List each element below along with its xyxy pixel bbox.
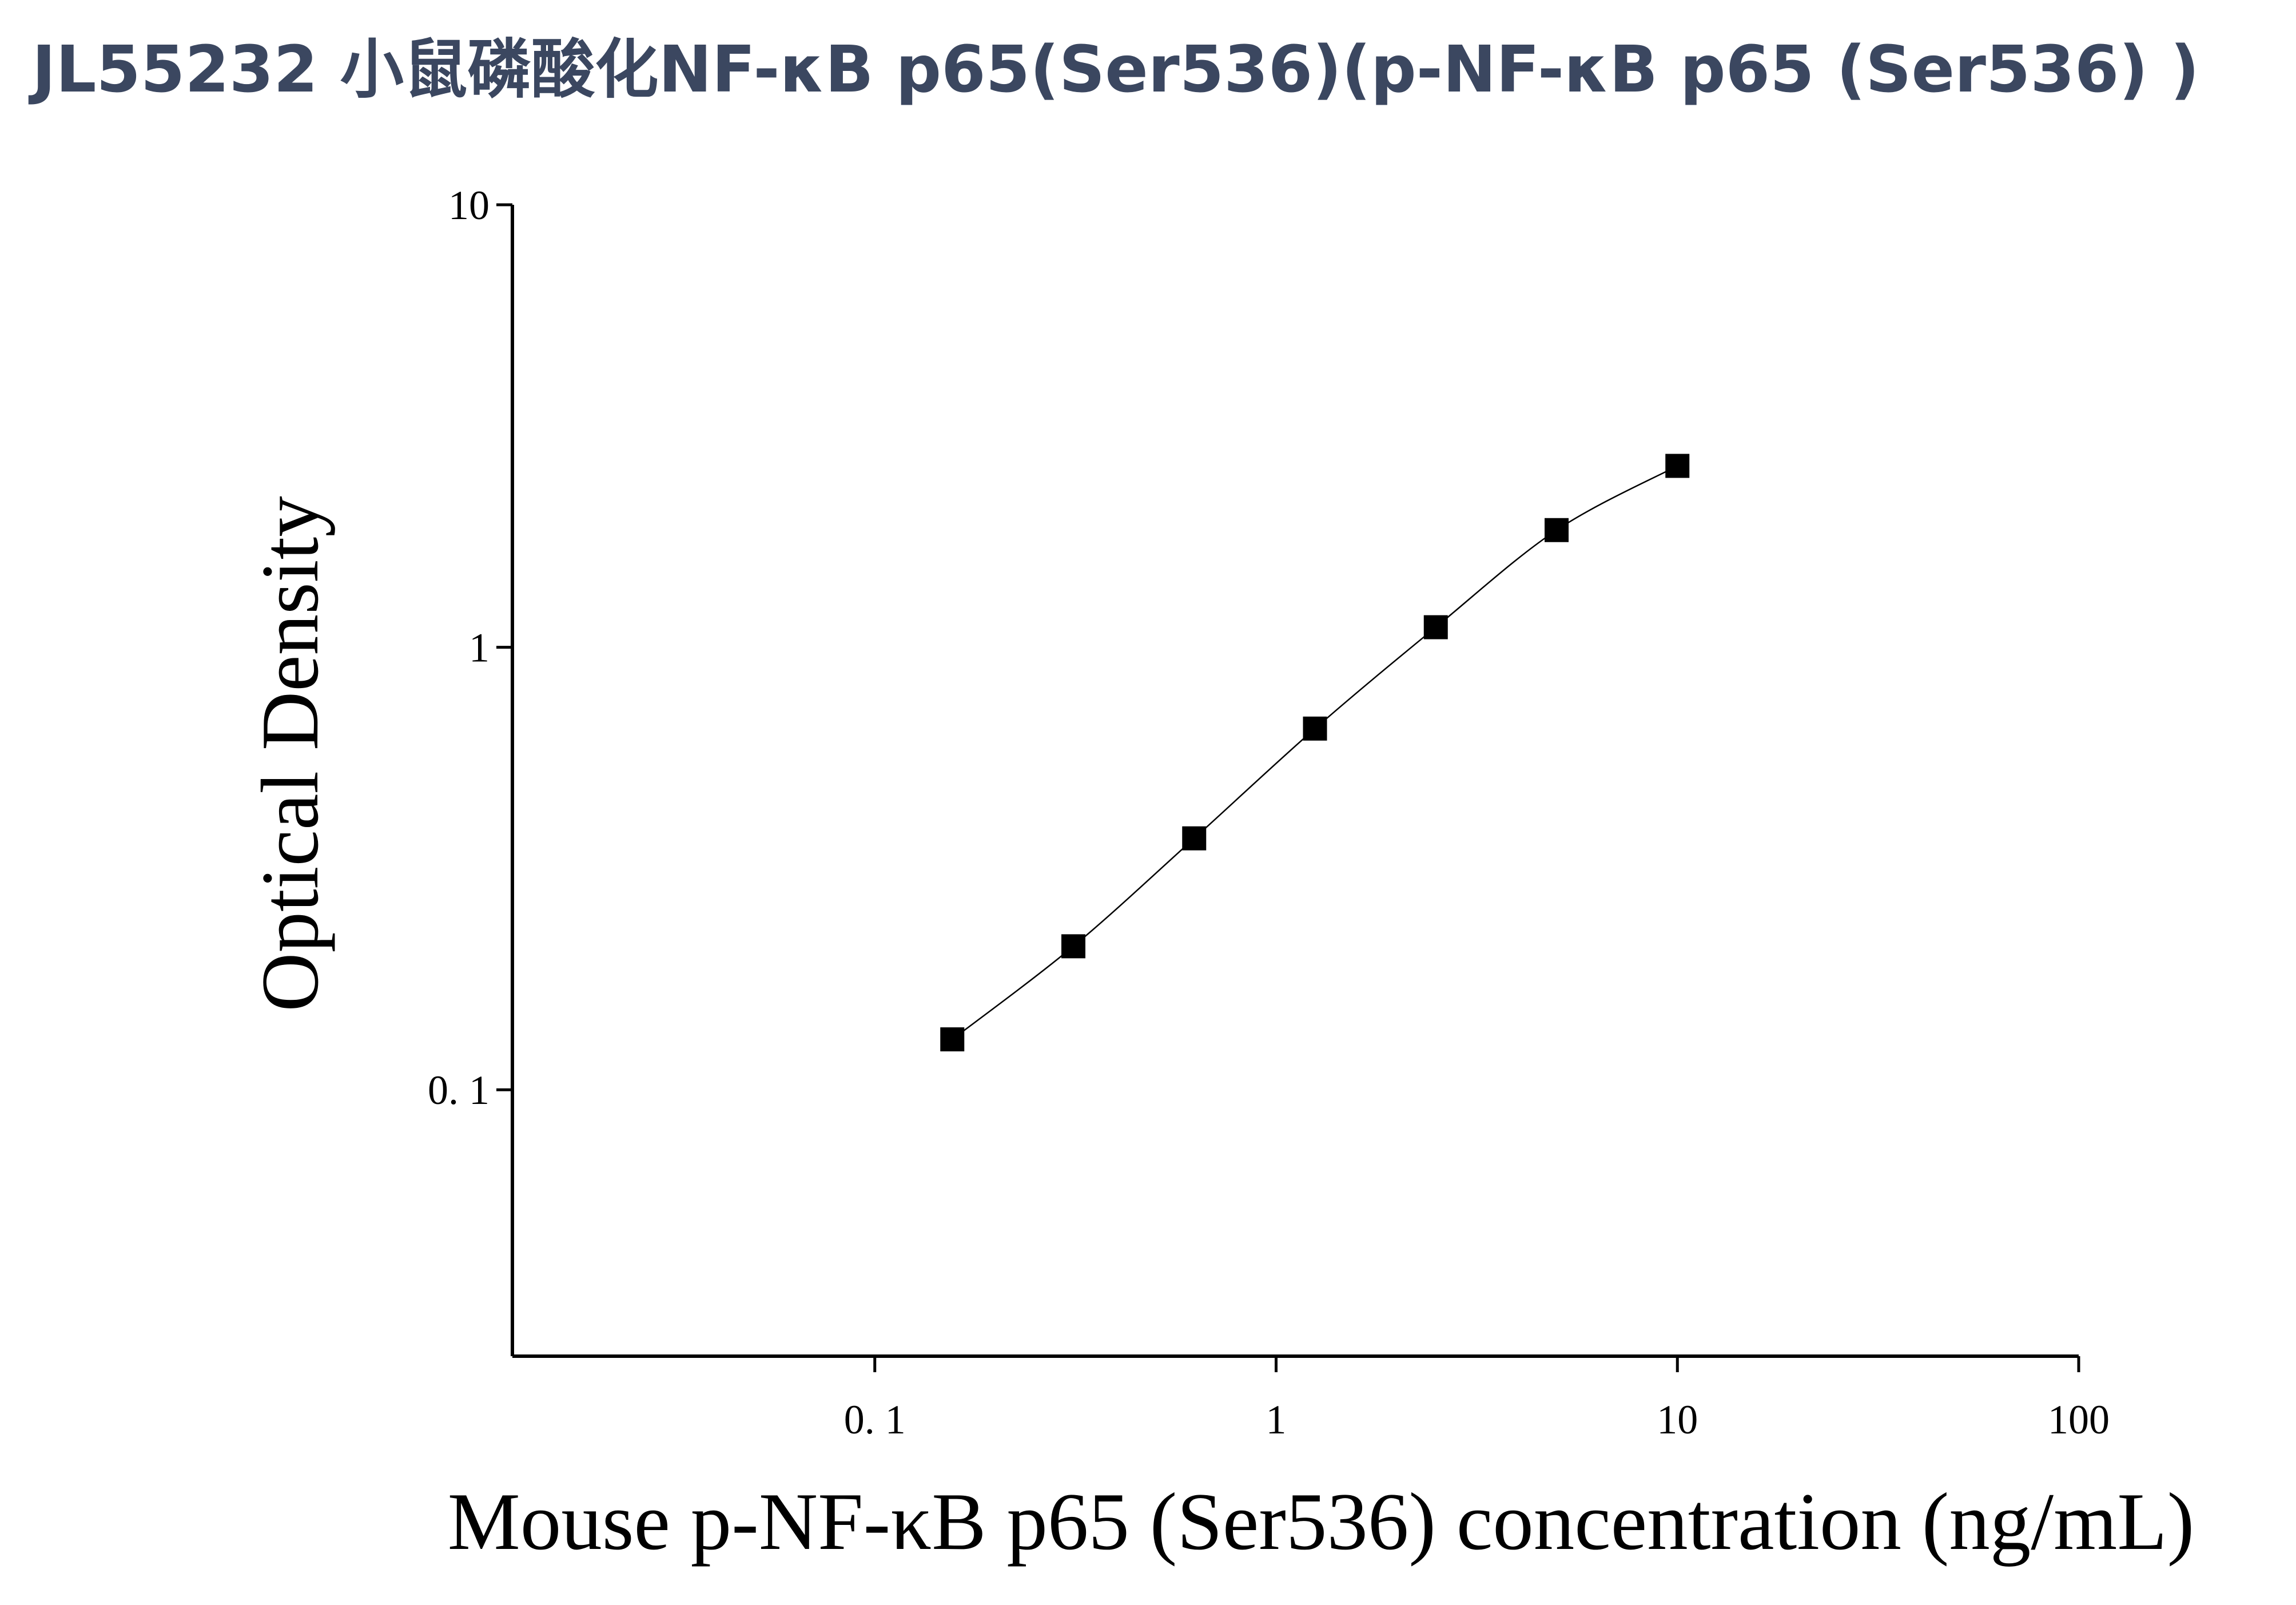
data-point	[940, 1027, 965, 1052]
y-axis-title: Optical Density	[245, 496, 335, 1012]
y-tick-label: 10	[448, 182, 490, 228]
y-tick-label: 0. 1	[428, 1067, 490, 1113]
data-point	[1182, 826, 1207, 851]
x-tick-label: 10	[1657, 1397, 1698, 1443]
data-point	[1545, 518, 1569, 542]
fit-curve	[952, 465, 1678, 1040]
y-tick-label: 1	[469, 625, 490, 671]
x-tick-label: 0. 1	[844, 1397, 906, 1443]
x-axis-title: Mouse p-NF-κB p65 (Ser536) concentration…	[448, 1476, 2195, 1567]
chart-title: JL55232 小鼠磷酸化NF-κB p65(Ser536)(p-NF-κB p…	[28, 33, 2199, 107]
x-tick-label: 100	[2048, 1397, 2110, 1443]
data-point	[1061, 934, 1086, 959]
data-point	[1303, 716, 1327, 741]
data-point	[1423, 615, 1448, 639]
data-point	[1665, 454, 1690, 478]
x-tick-label: 1	[1266, 1397, 1286, 1443]
